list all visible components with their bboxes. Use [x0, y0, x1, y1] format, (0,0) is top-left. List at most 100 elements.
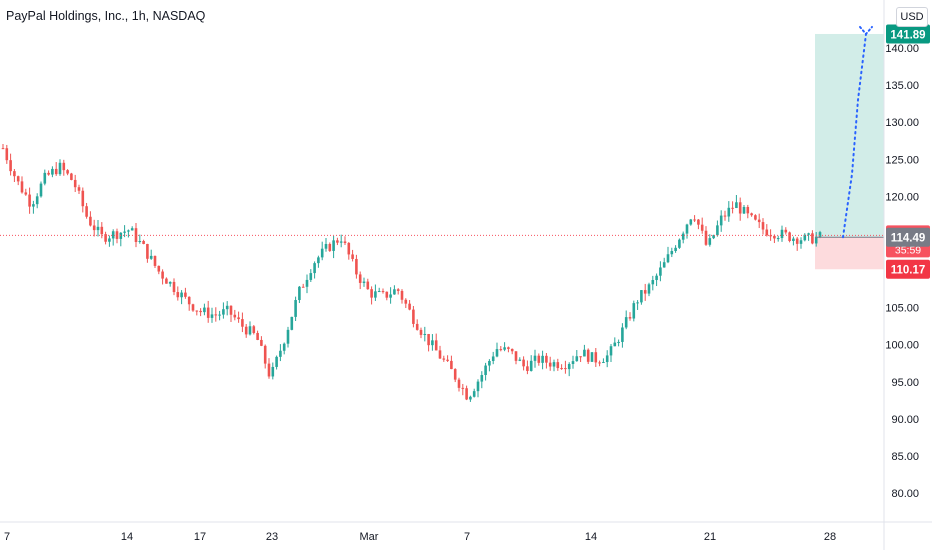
candle-body	[358, 274, 362, 283]
candle-body	[309, 273, 313, 280]
candle-body	[814, 236, 818, 244]
candle-body	[199, 310, 202, 313]
candle-body	[81, 190, 85, 207]
candle-body	[431, 340, 434, 346]
candle-body	[811, 233, 814, 244]
candle-body	[153, 255, 157, 266]
candle-body	[381, 291, 385, 293]
candle-body	[70, 173, 73, 180]
stop-price-tag-label: 110.17	[891, 265, 926, 277]
candle-body	[427, 333, 430, 346]
stop-price-tag-bg	[886, 259, 930, 279]
candle-body	[248, 326, 252, 335]
candle-body	[693, 219, 696, 221]
candle-body	[628, 317, 632, 319]
candle-body	[476, 381, 480, 392]
candle-body	[146, 243, 149, 259]
candle-body	[100, 226, 104, 235]
candle-body	[104, 234, 107, 242]
candle-body	[210, 314, 214, 318]
candle-body	[32, 204, 35, 207]
candle-body	[127, 230, 130, 232]
candle-body	[689, 219, 693, 225]
candle-body	[773, 235, 776, 239]
candle-body	[172, 281, 176, 293]
candle-body	[708, 238, 712, 245]
y-tick-label: 100.00	[885, 340, 919, 352]
candle-body	[564, 368, 567, 370]
entry-price-tag-bg	[886, 227, 930, 247]
candle-body	[754, 215, 757, 220]
y-tick-label: 140.00	[885, 43, 919, 55]
candle-body	[507, 347, 510, 349]
candle-body	[58, 162, 62, 175]
current-price-countdown: 35:59	[895, 244, 921, 256]
candle-body	[54, 168, 58, 175]
candle-body	[727, 207, 731, 217]
candle-body	[347, 242, 351, 255]
x-tick-label: 14	[585, 531, 597, 543]
candle-body	[89, 216, 92, 226]
candle-body	[229, 305, 233, 315]
candle-body	[499, 349, 503, 351]
candle-body	[529, 360, 533, 371]
candle-body	[491, 356, 495, 361]
candle-body	[807, 233, 810, 235]
candle-body	[370, 289, 373, 298]
candle-body	[73, 179, 77, 188]
candle-body	[792, 238, 795, 242]
candle-body	[742, 206, 746, 214]
x-tick-label: 7	[4, 531, 10, 543]
candle-body	[275, 356, 278, 367]
candle-body	[241, 319, 244, 327]
y-tick-label: 80.00	[891, 488, 919, 500]
candle-body	[328, 243, 332, 251]
candle-body	[670, 251, 674, 255]
candle-body	[35, 196, 39, 205]
candle-body	[336, 240, 339, 243]
candle-body	[438, 350, 442, 359]
candle-body	[795, 238, 799, 244]
candle-body	[548, 362, 552, 367]
candle-body	[776, 238, 780, 240]
y-tick-label: 95.00	[891, 377, 919, 389]
candle-body	[165, 278, 168, 284]
candle-body	[632, 303, 636, 319]
candle-body	[605, 355, 609, 363]
candle-body	[214, 314, 218, 316]
candle-body	[225, 305, 229, 310]
candle-body	[92, 225, 96, 231]
candle-body	[461, 387, 465, 389]
candle-body	[377, 291, 381, 293]
candle-body	[339, 241, 343, 243]
candle-body	[643, 290, 647, 294]
candle-body	[233, 314, 237, 318]
candle-body	[746, 206, 750, 214]
candle-body	[317, 257, 320, 264]
target-zone[interactable]	[815, 33, 884, 238]
candle-body	[678, 239, 681, 248]
currency-button[interactable]: USD	[896, 7, 928, 27]
candle-body	[579, 356, 582, 358]
candle-body	[624, 317, 628, 328]
candle-body	[157, 265, 161, 272]
candle-body	[647, 284, 651, 294]
candle-body	[719, 215, 723, 226]
x-tick-label: 14	[121, 531, 133, 543]
candle-body	[803, 234, 807, 241]
candle-body	[13, 171, 16, 177]
candle-body	[590, 352, 594, 362]
candle-body	[662, 262, 666, 268]
candle-body	[1, 148, 5, 150]
candle-body	[343, 241, 347, 243]
y-tick-label: 135.00	[885, 80, 919, 92]
y-tick-label: 125.00	[885, 154, 919, 166]
candle-body	[738, 202, 742, 214]
candle-body	[282, 343, 286, 351]
candle-body	[180, 292, 183, 298]
stop-zone[interactable]	[815, 237, 884, 270]
time-axis[interactable]: 7 14 17 23 Mar 7 14 21 28	[0, 521, 932, 543]
candle-body	[697, 219, 700, 225]
candle-body	[818, 232, 822, 237]
